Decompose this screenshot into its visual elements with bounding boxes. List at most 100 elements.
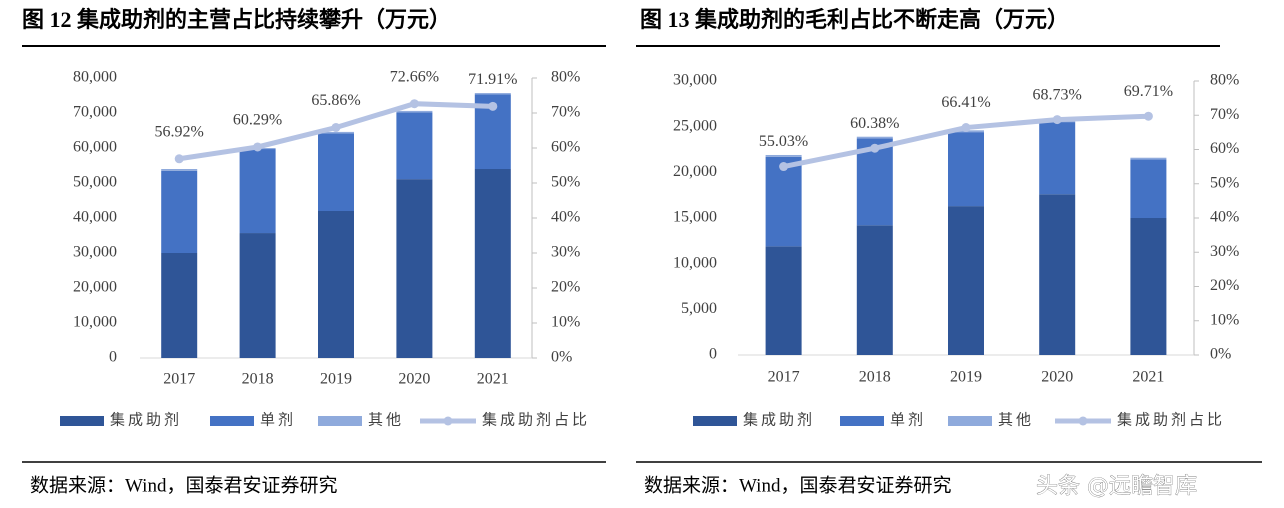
- chart-title: 图 12 集成助剂的主营占比持续攀升（万元）: [22, 7, 451, 32]
- bar: [1130, 218, 1167, 355]
- legend-swatch: [693, 416, 737, 426]
- bar: [161, 169, 198, 171]
- point: [409, 99, 419, 109]
- x-tick-label: 2021: [477, 371, 509, 388]
- legend-label: 其他: [368, 411, 404, 428]
- source: 数据来源：Wind，国泰君安证券研究: [30, 474, 337, 496]
- point: [253, 142, 263, 152]
- bar: [396, 110, 433, 113]
- legend-label: 其他: [998, 411, 1034, 428]
- y-tick-label: 30,000: [73, 244, 117, 261]
- data-label: 69.71%: [1124, 83, 1173, 100]
- legend-swatch: [1078, 416, 1088, 426]
- y-tick-label: 70,000: [73, 104, 117, 121]
- y-tick-label: 20,000: [73, 279, 117, 296]
- y2-tick-label: 40%: [551, 209, 580, 226]
- legend-swatch: [210, 416, 254, 426]
- data-label: 55.03%: [759, 133, 808, 150]
- bar: [856, 136, 893, 139]
- point: [961, 123, 971, 133]
- y-tick-label: 10,000: [73, 314, 117, 331]
- point: [331, 122, 341, 132]
- y2-tick-label: 50%: [1210, 174, 1239, 191]
- bar: [396, 112, 433, 180]
- y2-tick-label: 50%: [551, 174, 580, 191]
- y2-tick-label: 30%: [551, 244, 580, 261]
- legend-label: 集成助剂: [743, 411, 815, 428]
- y-tick-label: 50,000: [73, 174, 117, 191]
- y-tick-label: 25,000: [673, 117, 717, 134]
- bar: [239, 233, 276, 358]
- y-tick-label: 80,000: [73, 69, 117, 86]
- y-tick-label: 20,000: [673, 163, 717, 180]
- bar: [765, 156, 802, 247]
- bar: [318, 131, 354, 134]
- source: 数据来源：Wind，国泰君安证券研究: [644, 474, 951, 496]
- legend-label: 集成助剂: [110, 411, 182, 428]
- data-label: 56.92%: [155, 123, 204, 140]
- point: [1052, 115, 1062, 125]
- bar: [856, 225, 893, 355]
- y-tick-label: 5,000: [681, 300, 717, 317]
- legend-swatch: [840, 416, 884, 426]
- y2-tick-label: 10%: [551, 314, 580, 331]
- bar: [1130, 157, 1167, 160]
- y2-tick-label: 40%: [1210, 209, 1239, 226]
- legend-label: 单剂: [260, 411, 296, 428]
- y2-tick-label: 60%: [1210, 140, 1239, 157]
- data-label: 60.29%: [233, 112, 282, 129]
- bar: [1130, 159, 1167, 218]
- chart: 图 12 集成助剂的主营占比持续攀升（万元） 数据来源：Wind，国泰君安证券研究…: [22, 7, 606, 496]
- y-tick-label: 15,000: [673, 209, 717, 226]
- y2-tick-label: 80%: [551, 69, 580, 86]
- y-tick-label: 0: [109, 349, 117, 366]
- data-label: 60.38%: [850, 115, 899, 132]
- watermark: 头条 @远瞻智库: [1036, 474, 1197, 499]
- bar: [1039, 122, 1076, 195]
- bar: [161, 253, 198, 358]
- x-tick-label: 2018: [859, 369, 891, 386]
- x-tick-label: 2017: [768, 369, 800, 386]
- y2-tick-label: 30%: [1210, 243, 1239, 260]
- legend-swatch: [60, 416, 104, 426]
- x-tick-label: 2020: [1041, 369, 1073, 386]
- y2-tick-label: 60%: [551, 139, 580, 156]
- x-tick-label: 2019: [950, 369, 982, 386]
- point: [488, 101, 498, 111]
- bar: [1039, 194, 1076, 355]
- chart: 图 13 集成助剂的毛利占比不断走高（万元） 数据来源：Wind，国泰君安证券研究…: [636, 7, 1262, 496]
- bar: [765, 246, 802, 355]
- data-label: 71.91%: [468, 71, 517, 88]
- data-label: 72.66%: [390, 68, 439, 85]
- bar: [474, 169, 511, 358]
- y2-tick-label: 70%: [551, 104, 580, 121]
- bar: [318, 211, 354, 358]
- point: [1143, 111, 1153, 121]
- y2-tick-label: 10%: [1210, 311, 1239, 328]
- bar: [318, 133, 354, 211]
- point: [174, 154, 184, 164]
- y2-tick-label: 0%: [551, 349, 572, 366]
- y-tick-label: 10,000: [673, 254, 717, 271]
- bar: [396, 179, 433, 358]
- y2-tick-label: 20%: [1210, 277, 1239, 294]
- bar: [948, 132, 984, 207]
- data-label: 65.86%: [311, 92, 360, 109]
- x-tick-label: 2018: [242, 371, 274, 388]
- bar: [948, 206, 984, 355]
- legend-swatch: [443, 416, 453, 426]
- x-tick-label: 2020: [398, 371, 430, 388]
- legend-label: 集成助剂占比: [1117, 411, 1225, 428]
- data-label: 68.73%: [1033, 86, 1082, 103]
- legend-swatch: [948, 416, 992, 426]
- x-tick-label: 2019: [320, 371, 352, 388]
- y2-tick-label: 0%: [1210, 346, 1231, 363]
- y2-tick-label: 70%: [1210, 106, 1239, 123]
- chart-title: 图 13 集成助剂的毛利占比不断走高（万元）: [640, 7, 1069, 32]
- data-label: 66.41%: [941, 94, 990, 111]
- y-tick-label: 0: [709, 346, 717, 363]
- y2-tick-label: 80%: [1210, 72, 1239, 89]
- bar: [161, 170, 198, 253]
- point: [870, 143, 880, 153]
